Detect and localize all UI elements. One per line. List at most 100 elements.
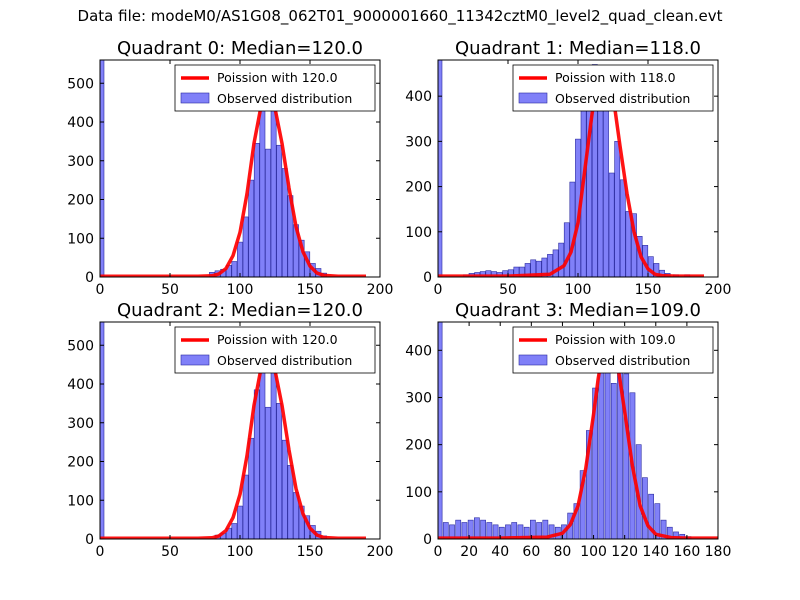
legend-label-poisson: Poission with 120.0 [217,70,338,85]
legend-label-observed: Observed distribution [217,91,352,106]
histogram-bar [603,91,609,277]
y-tick-label: 400 [67,377,94,393]
y-tick-label: 500 [67,338,94,354]
x-tick-label: 20 [460,544,478,560]
y-tick-label: 400 [67,115,94,131]
x-tick-label: 160 [674,544,701,560]
x-tick-label: 40 [491,544,509,560]
histogram-bar [237,241,243,277]
x-tick-label: 50 [161,544,179,560]
histogram-bar [558,242,565,277]
histogram-bar [100,60,105,277]
quadrant-1-histogram [438,60,691,277]
histogram-bar [511,522,518,539]
histogram-bar [248,179,255,277]
histogram-bar [259,106,266,277]
histogram-bar [597,104,604,277]
legend-bar-swatch [180,354,210,366]
legend-label-observed: Observed distribution [555,91,690,106]
quadrant-3-legend: Poission with 109.0 Observed distribution [512,326,714,374]
histogram-bar [548,524,555,539]
y-tick-label: 400 [405,89,432,105]
x-tick-label: 150 [635,282,662,298]
histogram-bar [474,517,480,539]
histogram-bar [231,523,238,539]
quadrant-3-title: Quadrant 3: Median=109.0 [455,300,701,321]
histogram-bar [666,526,673,539]
y-tick-label: 100 [405,485,432,501]
histogram-bar [253,143,260,277]
histogram-bar [442,522,449,539]
y-tick-label: 300 [67,154,94,170]
histogram-bar [455,519,462,539]
histogram-bar [579,470,586,539]
figure-suptitle: Data file: modeM0/AS1G08_062T01_90000016… [77,7,723,25]
histogram-bar [486,522,493,539]
histogram-bar [242,474,249,539]
legend-box [174,64,376,112]
histogram-bar [438,322,443,539]
x-tick-label: 150 [297,282,324,298]
histogram-bar [642,477,648,539]
x-tick-label: 0 [96,544,105,560]
legend-bar-swatch [518,354,548,366]
histogram-bar [461,522,468,539]
x-tick-label: 120 [611,544,638,560]
quadrant-1-legend: Poission with 118.0 Observed distribution [512,64,714,112]
histogram-bar [281,439,288,539]
histogram-bar [519,266,525,277]
legend-box [512,326,714,374]
x-tick-label: 0 [434,544,443,560]
quadrant-1-title: Quadrant 1: Median=118.0 [455,38,701,59]
y-tick-label: 300 [405,134,432,150]
x-tick-label: 100 [227,544,254,560]
legend-label-poisson: Poission with 120.0 [217,332,338,347]
histogram-bar [614,141,621,277]
y-tick-label: 500 [67,76,94,92]
x-tick-label: 180 [705,544,732,560]
y-tick-label: 200 [405,180,432,196]
y-tick-label: 0 [85,270,94,286]
x-tick-label: 100 [565,282,592,298]
histogram-bar [563,222,570,277]
y-tick-label: 200 [67,193,94,209]
y-tick-label: 400 [405,343,432,359]
histogram-bar [237,505,243,539]
histogram-bar [608,172,615,277]
y-tick-label: 200 [405,438,432,454]
quadrant-2-legend: Poission with 120.0 Observed distribution [174,326,376,374]
x-tick-label: 200 [705,282,732,298]
x-tick-label: 0 [434,282,443,298]
x-tick-label: 50 [161,282,179,298]
x-tick-label: 200 [367,282,394,298]
y-tick-label: 100 [67,493,94,509]
histogram-bar [485,270,492,277]
histogram-bar [248,437,255,539]
histogram-bar [535,260,542,277]
histogram-bar [449,524,455,539]
quadrant-0-histogram [100,60,327,277]
histogram-bar [610,383,617,539]
quadrant-0-panel: 0 50 100 150 200 0 100 200 300 400 500 Quadrant 0: … [67,38,393,298]
x-tick-label: 0 [96,282,105,298]
histogram-bar [438,60,443,277]
histogram-bar [270,368,277,539]
x-tick-label: 100 [580,544,607,560]
quadrant-2-panel: 0 50 100 150 200 0 100 200 300 400 500 Quadrant 2: … [67,300,393,560]
histogram-bar [265,406,271,539]
histogram-bar [276,144,283,277]
legend-label-observed: Observed distribution [555,353,690,368]
histogram-bar [513,266,520,277]
histogram-bar [492,524,499,539]
quadrant-1-panel: 0 50 100 150 200 0 100 200 300 400 Quadrant 1: Med… [405,38,731,298]
histogram-bar [569,181,576,277]
quadrant-2-histogram [100,322,327,539]
histogram-bar [586,430,592,539]
legend-bar-swatch [180,92,210,104]
histogram-bar [523,526,530,539]
x-tick-label: 80 [554,544,572,560]
y-tick-label: 200 [67,455,94,471]
histogram-bar [592,387,598,539]
histogram-bar [298,239,305,277]
